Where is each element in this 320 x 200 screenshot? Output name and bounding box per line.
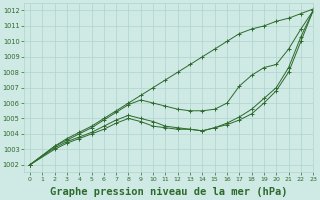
X-axis label: Graphe pression niveau de la mer (hPa): Graphe pression niveau de la mer (hPa) (50, 187, 287, 197)
